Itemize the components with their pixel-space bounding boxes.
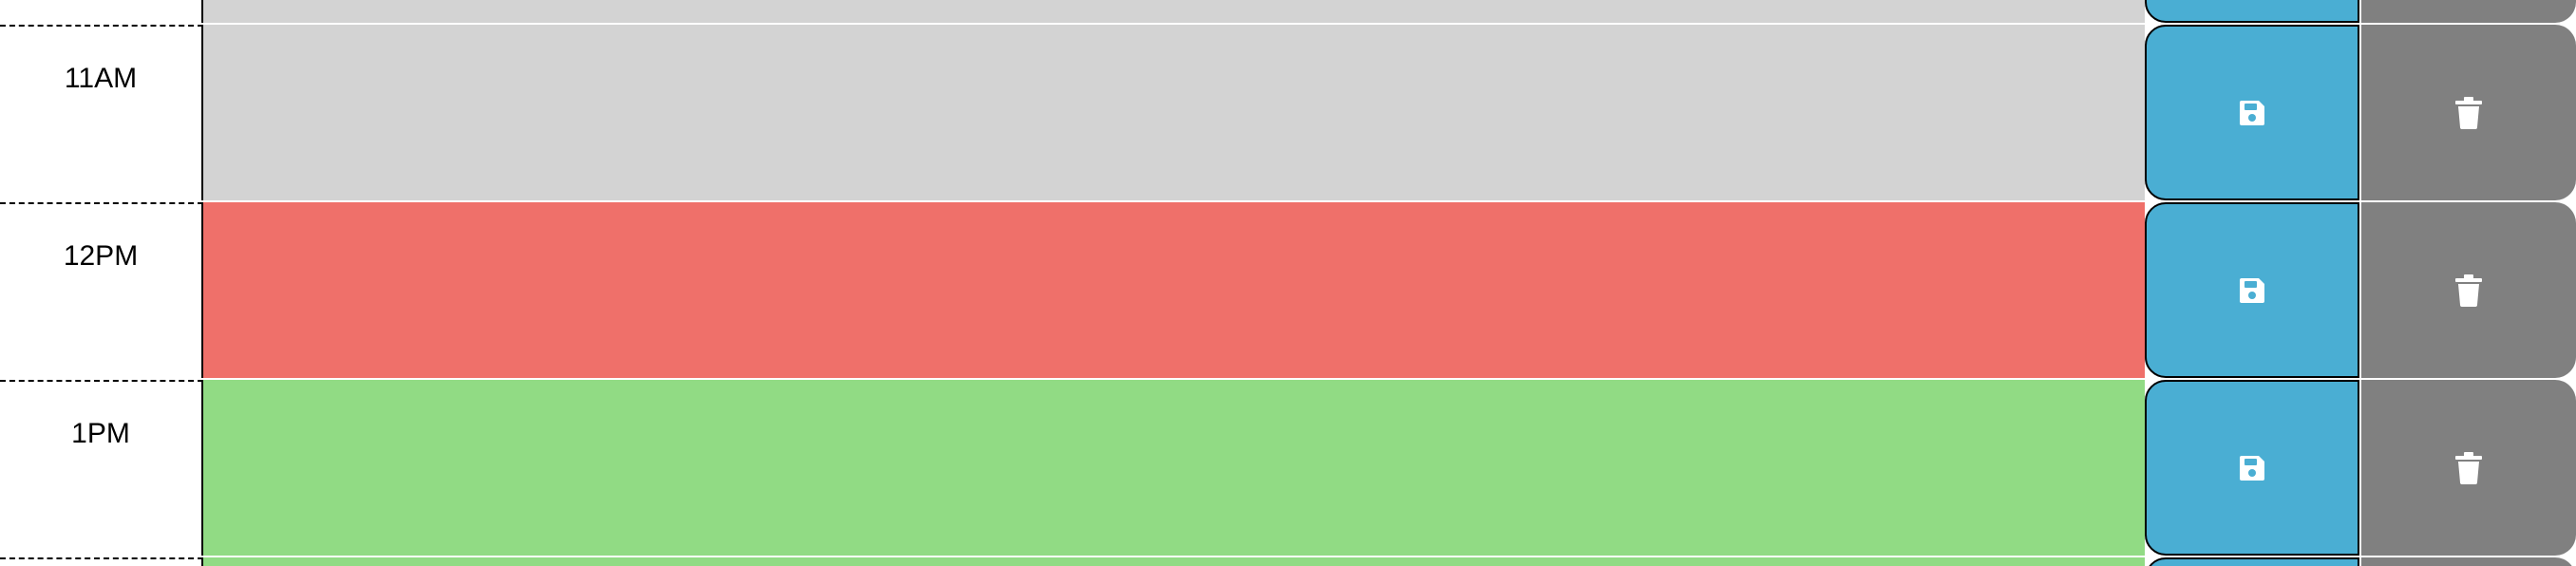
- delete-button[interactable]: [2361, 25, 2576, 200]
- event-textarea[interactable]: [203, 25, 2145, 200]
- time-block-row: 1PM: [0, 380, 2576, 557]
- time-block-row: 12PM: [0, 202, 2576, 379]
- hour-label: 1PM: [0, 380, 203, 556]
- delete-button[interactable]: [2361, 557, 2576, 566]
- event-textarea[interactable]: [203, 202, 2145, 378]
- save-button[interactable]: [2145, 380, 2359, 556]
- floppy-disk-icon: [2237, 98, 2267, 128]
- save-button[interactable]: [2145, 557, 2359, 566]
- event-textarea[interactable]: [203, 380, 2145, 556]
- save-button[interactable]: [2145, 25, 2359, 200]
- time-block-row: [0, 0, 2576, 24]
- time-block-row: [0, 557, 2576, 566]
- event-textarea[interactable]: [203, 0, 2145, 23]
- trash-can-icon: [2453, 274, 2484, 308]
- floppy-disk-icon: [2237, 453, 2267, 483]
- delete-button[interactable]: [2361, 0, 2576, 23]
- trash-can-icon: [2453, 96, 2484, 130]
- hour-label: [0, 0, 203, 23]
- floppy-disk-icon: [2237, 275, 2267, 306]
- save-button[interactable]: [2145, 0, 2359, 23]
- event-textarea[interactable]: [203, 557, 2145, 566]
- hour-label: 12PM: [0, 202, 203, 378]
- delete-button[interactable]: [2361, 380, 2576, 556]
- time-block-row: 11AM: [0, 25, 2576, 201]
- hour-label: 11AM: [0, 25, 203, 200]
- trash-can-icon: [2453, 451, 2484, 485]
- delete-button[interactable]: [2361, 202, 2576, 378]
- hour-label: [0, 557, 203, 566]
- save-button[interactable]: [2145, 202, 2359, 378]
